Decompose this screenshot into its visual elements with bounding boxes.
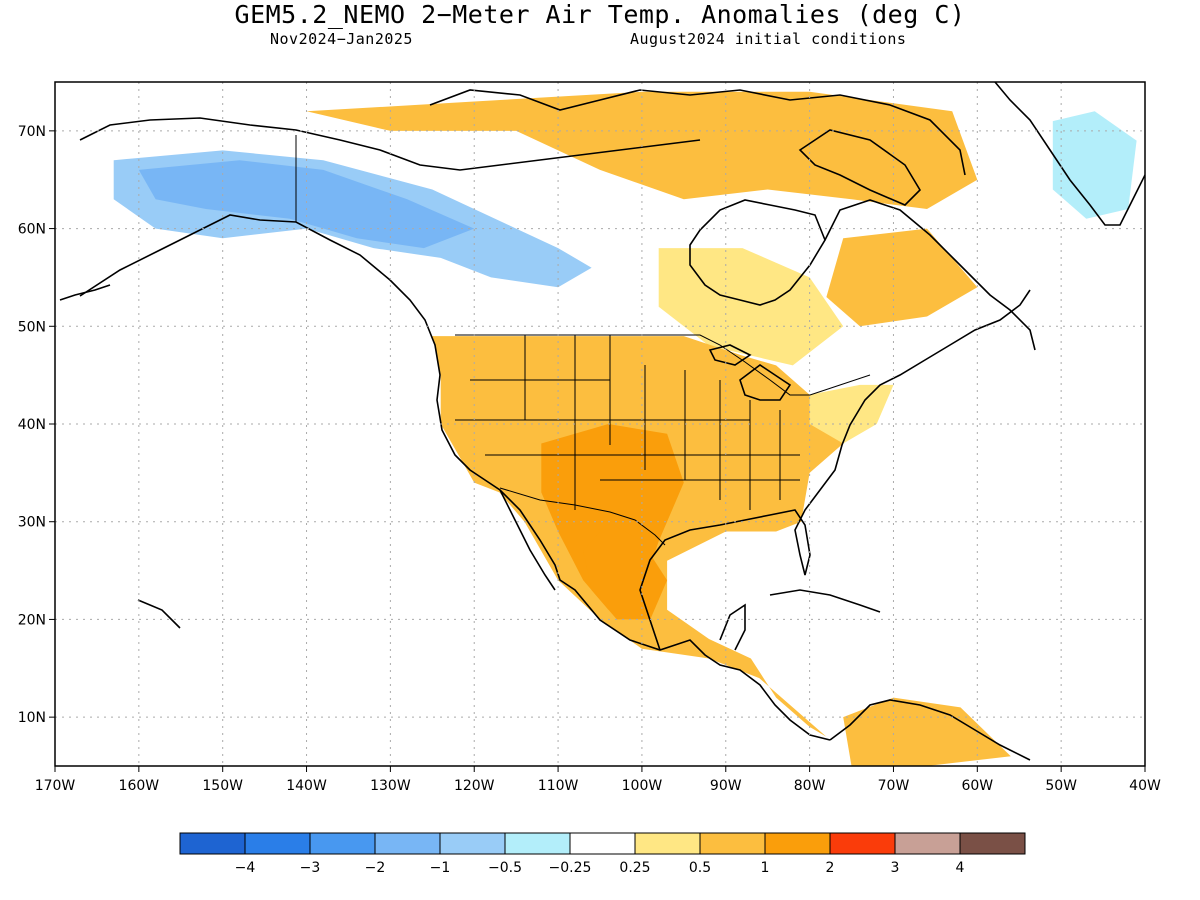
forecast-period: Nov2024−Jan2025 [270, 30, 413, 48]
lat-tick-label: 70N [18, 124, 46, 140]
legend-swatch [179, 832, 246, 855]
lon-tick-label: 60W [961, 778, 993, 794]
region-greenland-cold [1052, 111, 1137, 219]
legend-label: 2 [826, 860, 835, 876]
lon-tick-label: 160W [119, 778, 160, 794]
legend-swatch [569, 832, 636, 855]
initial-conditions-note: August2024 initial conditions [630, 30, 907, 48]
legend-swatch [374, 832, 441, 855]
region-alaska-core-cold [138, 160, 475, 249]
region-newengland-light [809, 384, 894, 444]
lon-tick-label: 130W [370, 778, 411, 794]
arctic-islands [429, 89, 966, 176]
gulf-coast [639, 289, 1031, 651]
cuba [769, 589, 881, 613]
region-north-canada-warm [306, 91, 978, 209]
legend-swatch [959, 832, 1026, 855]
baja-california [499, 489, 556, 591]
legend-label: −0.25 [549, 860, 592, 876]
legend-swatch [634, 832, 701, 855]
lon-tick-label: 50W [1045, 778, 1077, 794]
labrador-coast [824, 199, 1036, 351]
region-hudson-south-light [658, 248, 844, 366]
legend-label: 0.25 [619, 860, 650, 876]
legend-label: 1 [761, 860, 770, 876]
legend-swatch [894, 832, 961, 855]
anomaly-regions [113, 91, 1137, 766]
legend-swatch [244, 832, 311, 855]
legend-swatch [309, 832, 376, 855]
region-southamerica-warm [843, 697, 1011, 766]
lat-tick-label: 50N [18, 319, 46, 335]
aleutians [59, 284, 111, 301]
legend-swatch [829, 832, 896, 855]
us-mexico-border [499, 487, 666, 546]
us-state-lines [455, 335, 800, 510]
lat-tick-label: 30N [18, 515, 46, 531]
arctic-coast [79, 117, 701, 171]
color-legend: −4 −3 −2 −1 −0.5 −0.25 0.25 0.5 1 2 3 4 [179, 832, 1026, 876]
yucatan [719, 603, 746, 651]
lat-tick-label: 60N [18, 222, 46, 238]
legend-label: −2 [365, 860, 386, 876]
lon-tick-label: 70W [878, 778, 910, 794]
map-title: GEM5.2_NEMO 2−Meter Air Temp. Anomalies … [234, 0, 966, 29]
legend-swatch [699, 832, 766, 855]
south-america-coast [829, 699, 1031, 761]
hawaii [137, 599, 181, 629]
legend-swatch [764, 832, 831, 855]
lon-tick-label: 80W [794, 778, 826, 794]
legend-label: 0.5 [689, 860, 711, 876]
lat-tick-label: 20N [18, 612, 46, 628]
greenland-coast [994, 82, 1145, 226]
lon-tick-label: 150W [202, 778, 243, 794]
us-canada-border [455, 334, 871, 396]
legend-label: −0.5 [488, 860, 522, 876]
lon-tick-label: 40W [1129, 778, 1161, 794]
legend-swatch [439, 832, 506, 855]
legend-label: −4 [235, 860, 256, 876]
lon-tick-label: 110W [538, 778, 579, 794]
political-borders [295, 135, 871, 546]
axis-ticks: 170W 160W 150W 140W 130W 120W 110W 100W 90W 80W 70… [18, 124, 1161, 794]
legend-label: −1 [430, 860, 451, 876]
lon-tick-label: 120W [454, 778, 495, 794]
lon-tick-label: 90W [710, 778, 742, 794]
region-labrador-warm [826, 228, 978, 327]
lon-tick-label: 170W [35, 778, 76, 794]
graticule [55, 82, 1145, 766]
legend-swatch [504, 832, 571, 855]
lon-tick-label: 100W [622, 778, 663, 794]
lat-tick-label: 40N [18, 417, 46, 433]
legend-label: 3 [891, 860, 900, 876]
baffin-island [798, 129, 922, 206]
region-mexico-warm [583, 521, 668, 620]
legend-label: 4 [956, 860, 965, 876]
legend-label: −3 [300, 860, 321, 876]
lat-tick-label: 10N [18, 710, 46, 726]
lon-tick-label: 140W [286, 778, 327, 794]
